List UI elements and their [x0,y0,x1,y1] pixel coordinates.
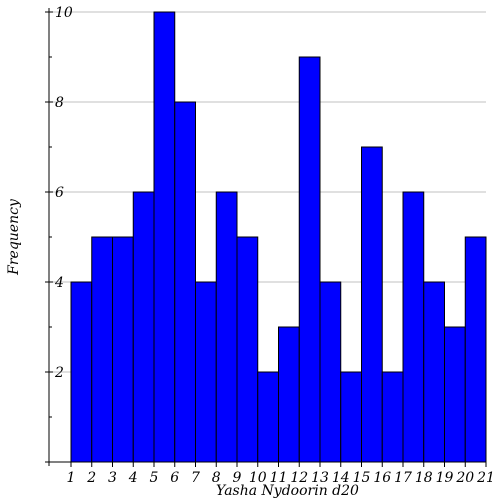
x-tick-label-5: 5 [150,470,159,486]
bar-2 [91,236,113,463]
y-ticks: 2 4 6 8 10 [45,5,73,463]
bar-18 [423,281,445,463]
x-tick-label-12: 12 [290,470,308,486]
bar-8 [215,191,238,463]
x-tick-label-14: 14 [332,470,350,486]
y-tick-label-4: 4 [54,275,64,291]
bar-6 [174,101,196,463]
x-tick-label-11: 11 [270,470,288,486]
x-tick-label-18: 18 [415,470,433,486]
x-tick-label-2: 2 [86,470,96,486]
x-tick-label-8: 8 [212,470,221,486]
y-tick-label-8: 8 [55,95,64,111]
x-axis-title: Yasha Nydoorin d20 [216,483,359,499]
x-tick-label-17: 17 [394,470,412,486]
bar-9 [236,236,259,463]
bar-1 [70,281,93,463]
x-tick-label-20: 20 [455,470,474,486]
bar-20 [464,236,487,463]
bar-14 [340,371,362,463]
x-tick-label-4: 4 [128,470,138,486]
x-tick-label-16: 16 [373,470,391,486]
y-tick-label-6: 6 [55,185,64,201]
bars [70,11,487,463]
x-tick-label-9: 9 [233,470,242,486]
bar-19 [444,326,466,463]
bar-15 [361,146,383,463]
bar-7 [195,281,217,463]
bar-12 [298,56,321,463]
x-tick-label-19: 19 [436,470,454,486]
x-tick-label-3: 3 [108,470,117,486]
x-ticks: 1 2 3 4 5 6 7 8 9 10 11 12 13 14 15 16 17 18 19 20 21 [67,462,495,486]
y-tick-label-2: 2 [54,365,64,381]
bar-16 [381,371,404,463]
bar-4 [132,191,155,463]
bar-5 [153,11,176,463]
x-tick-label-7: 7 [191,470,200,486]
x-tick-label-21: 21 [476,470,495,486]
x-tick-label-15: 15 [353,470,371,486]
bar-13 [319,281,342,463]
bar-10 [257,371,279,463]
y-tick-label-10: 10 [55,5,73,21]
y-axis-title: Frequency [6,198,22,276]
x-tick-label-1: 1 [67,470,76,486]
x-tick-label-10: 10 [249,470,267,486]
bar-11 [278,326,300,463]
bar-17 [402,191,425,463]
x-tick-label-13: 13 [311,470,329,486]
x-tick-label-6: 6 [170,470,179,486]
bar-3 [112,236,134,463]
